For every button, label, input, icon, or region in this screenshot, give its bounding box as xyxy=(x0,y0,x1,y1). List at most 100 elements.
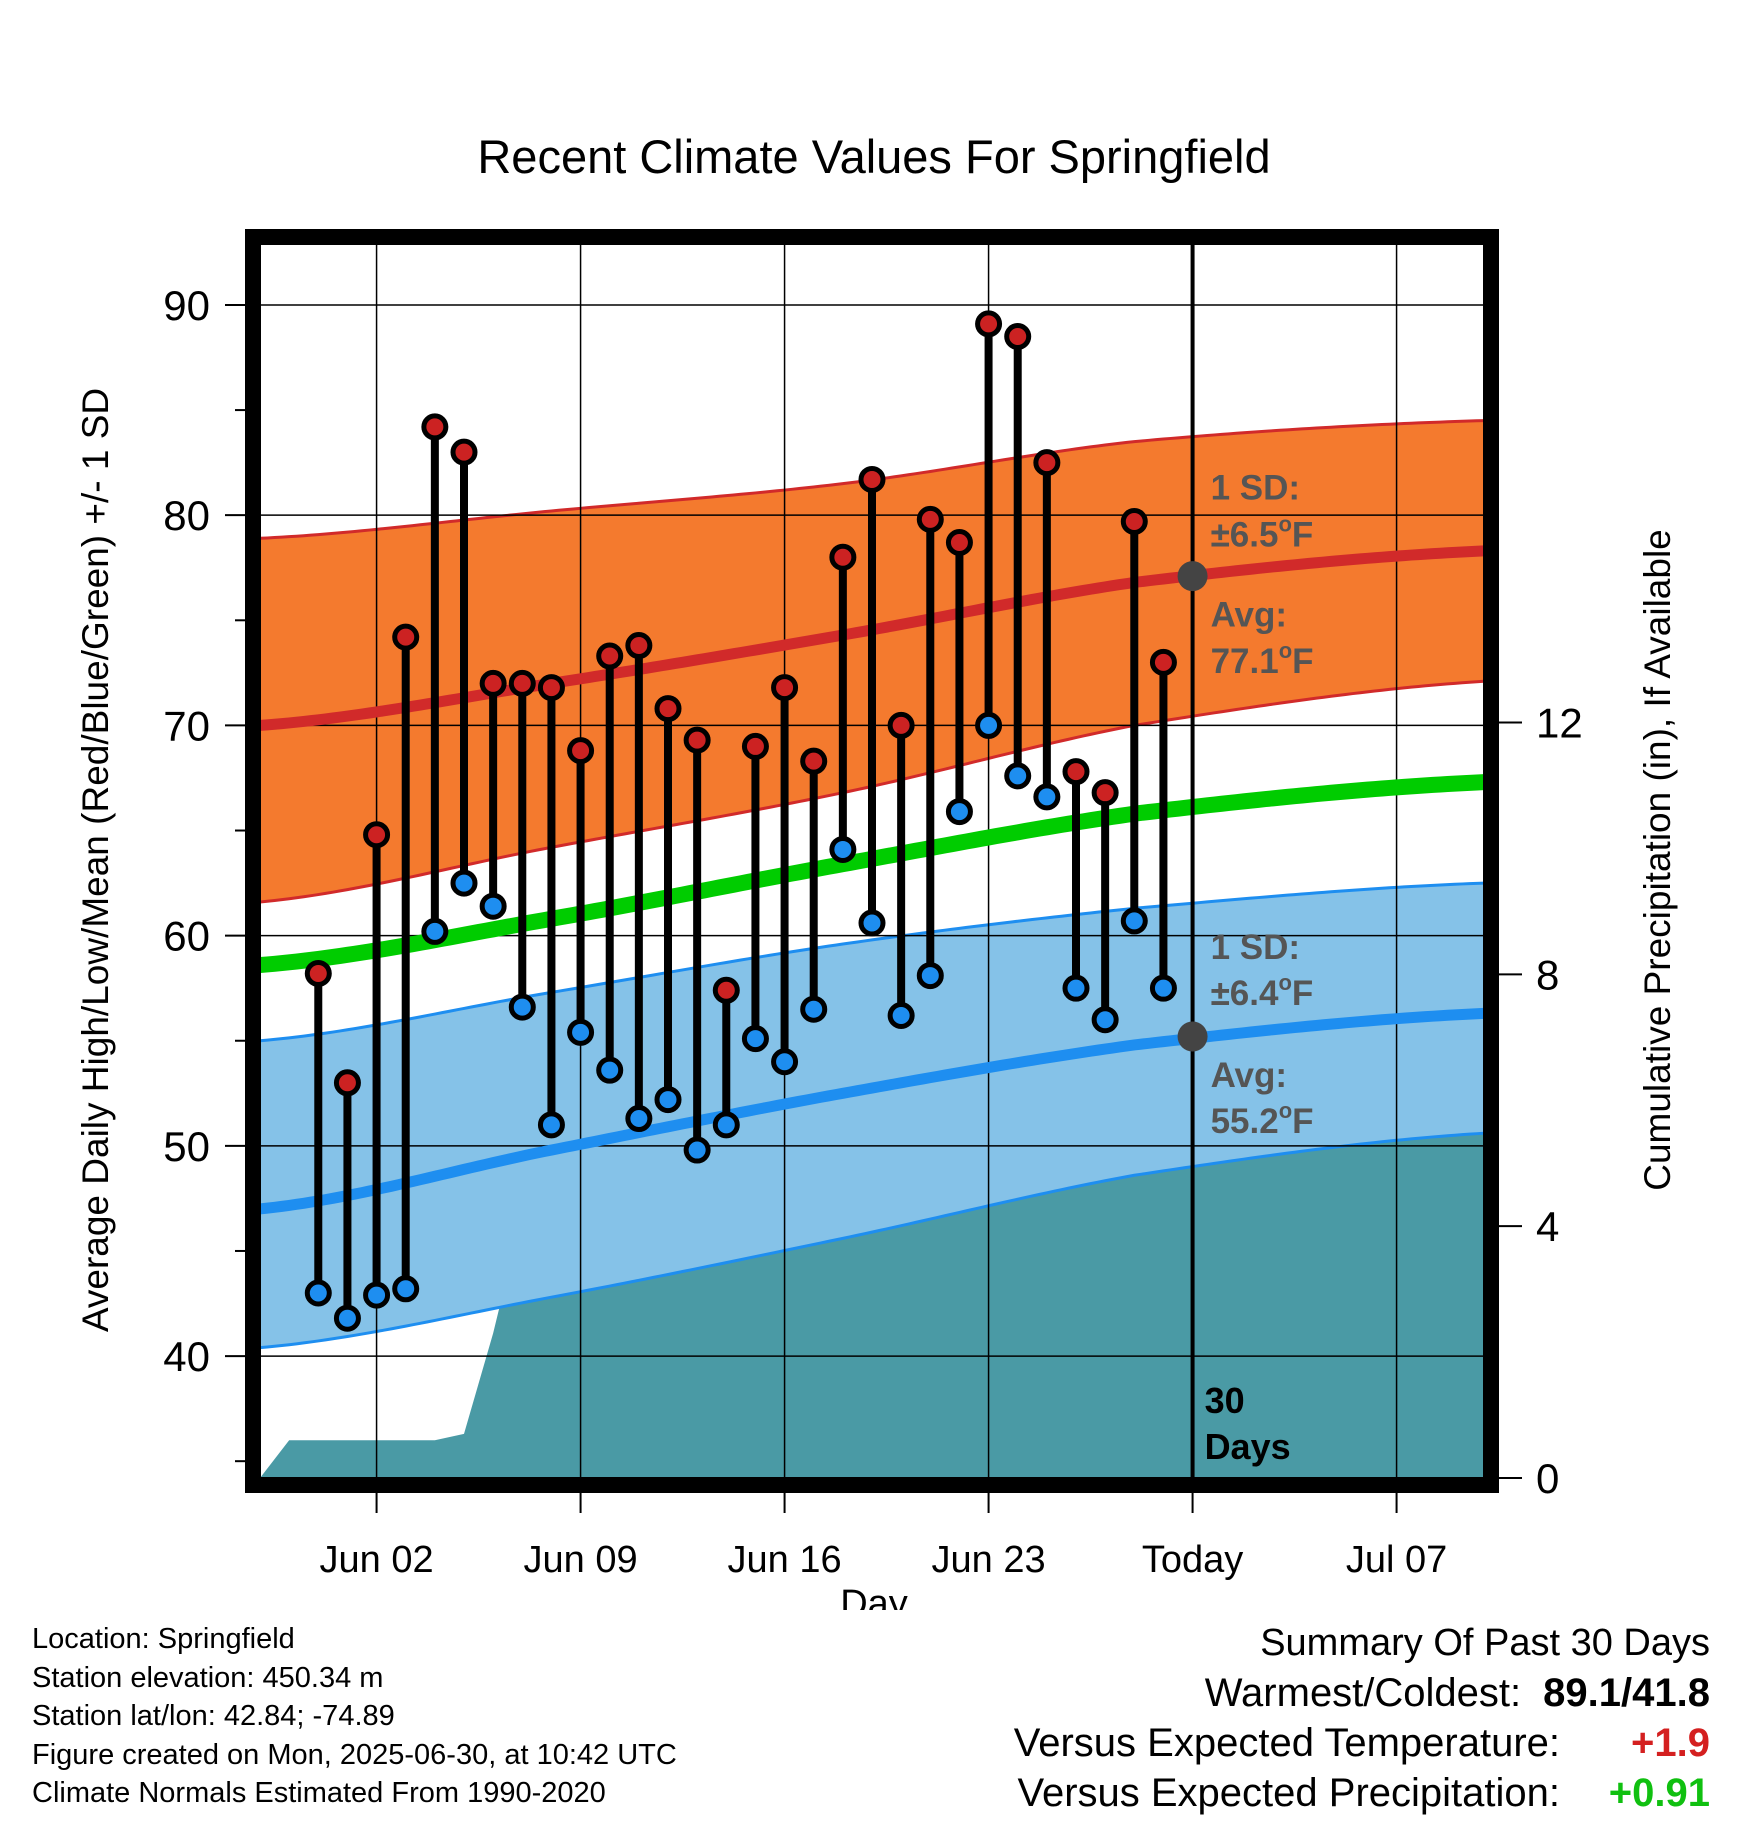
summary-title: Summary Of Past 30 Days xyxy=(1260,1622,1710,1664)
days-label: Days xyxy=(1205,1426,1291,1467)
warmest-coldest-separator: / xyxy=(1621,1671,1633,1715)
daily-low-point xyxy=(304,1279,332,1307)
high-avg-value: 77.1oF xyxy=(1211,638,1314,681)
daily-low-point xyxy=(333,1304,361,1332)
temp-anomaly-label: Versus Expected Temperature: xyxy=(1013,1721,1560,1765)
daily-high-point xyxy=(363,821,391,849)
info-elevation: Station elevation: 450.34 m xyxy=(32,1661,384,1694)
daily-low-point xyxy=(1091,1006,1119,1034)
daily-high-point xyxy=(450,438,478,466)
daily-low-point xyxy=(625,1105,653,1133)
summary-panel: Summary Of Past 30 Days Warmest/Coldest:… xyxy=(1014,1618,1710,1818)
low-avg-label: Avg: xyxy=(1211,1056,1287,1095)
daily-high-point xyxy=(392,623,420,651)
daily-low-point xyxy=(567,1018,595,1046)
daily-low-point xyxy=(916,962,944,990)
daily-high-point xyxy=(1149,648,1177,676)
daily-low-point xyxy=(829,835,857,863)
y2-tick-label: 8 xyxy=(1536,951,1559,998)
daily-high-point xyxy=(771,674,799,702)
daily-low-point xyxy=(683,1136,711,1164)
summary-temperature: Versus Expected Temperature: +1.9 xyxy=(1014,1718,1710,1768)
daily-high-point xyxy=(625,632,653,660)
daily-high-point xyxy=(654,695,682,723)
y-tick-label: 80 xyxy=(163,492,210,539)
daily-high-point xyxy=(304,959,332,987)
today-low-avg-marker xyxy=(1177,1021,1208,1052)
daily-high-point xyxy=(887,711,915,739)
y-axis-label: Average Daily High/Low/Mean (Red/Blue/Gr… xyxy=(75,388,116,1332)
y-tick-label: 40 xyxy=(163,1333,210,1380)
daily-low-point xyxy=(858,909,886,937)
daily-low-point xyxy=(392,1275,420,1303)
days-count: 30 xyxy=(1205,1380,1245,1421)
daily-high-point xyxy=(421,413,449,441)
daily-high-point xyxy=(596,642,624,670)
daily-low-point xyxy=(800,995,828,1023)
low-sd-band xyxy=(260,883,1484,1348)
daily-low-point xyxy=(421,917,449,945)
daily-high-point xyxy=(916,505,944,533)
high-sd-value: ±6.5oF xyxy=(1211,512,1314,555)
daily-high-point xyxy=(537,674,565,702)
y2-axis-label: Cumulative Precipitation (in), If Availa… xyxy=(1637,529,1678,1191)
y-tick-label: 60 xyxy=(163,913,210,960)
low-sd-value: ±6.4oF xyxy=(1211,970,1314,1013)
daily-high-point xyxy=(945,529,973,557)
daily-low-point xyxy=(537,1111,565,1139)
daily-low-point xyxy=(1149,974,1177,1002)
warmest-coldest-label: Warmest/Coldest: xyxy=(1204,1671,1522,1715)
daily-high-point xyxy=(858,465,886,493)
high-avg-label: Avg: xyxy=(1211,596,1287,635)
daily-low-point xyxy=(1062,974,1090,1002)
x-tick-label: Jun 23 xyxy=(932,1539,1046,1581)
climate-chart: Recent Climate Values For Springfield 1 … xyxy=(75,130,1678,1610)
y-tick-label: 70 xyxy=(163,702,210,749)
temp-anomaly-value: +1.9 xyxy=(1631,1721,1710,1765)
daily-high-point xyxy=(1091,779,1119,807)
summary-warmest-coldest: Warmest/Coldest: 89.1/41.8 xyxy=(1014,1668,1710,1718)
daily-high-point xyxy=(567,737,595,765)
daily-low-point xyxy=(975,711,1003,739)
low-sd-upper-line xyxy=(260,881,1484,1043)
y2-tick-label: 12 xyxy=(1536,699,1583,746)
y2-tick-label: 4 xyxy=(1536,1203,1559,1250)
daily-high-point xyxy=(683,726,711,754)
daily-low-point xyxy=(945,798,973,826)
daily-high-point xyxy=(1033,449,1061,477)
plot-area xyxy=(260,244,1484,1478)
low-avg-value: 55.2oF xyxy=(1211,1098,1314,1141)
daily-low-point xyxy=(712,1111,740,1139)
x-tick-label: Today xyxy=(1142,1539,1243,1581)
station-info: Location: Springfield Station elevation:… xyxy=(32,1620,677,1813)
coldest-value: 41.8 xyxy=(1632,1671,1710,1715)
daily-high-point xyxy=(975,310,1003,338)
daily-low-point xyxy=(1004,762,1032,790)
daily-high-point xyxy=(1120,507,1148,535)
daily-low-point xyxy=(654,1086,682,1114)
chart-title: Recent Climate Values For Springfield xyxy=(477,130,1270,183)
daily-low-point xyxy=(1033,783,1061,811)
daily-low-point xyxy=(363,1281,391,1309)
daily-high-point xyxy=(479,669,507,697)
daily-low-point xyxy=(479,892,507,920)
low-avg-line xyxy=(260,1007,1484,1215)
daily-high-point xyxy=(1004,322,1032,350)
daily-low-point xyxy=(741,1025,769,1053)
daily-low-point xyxy=(450,869,478,897)
high-sd-label: 1 SD: xyxy=(1211,468,1300,507)
x-tick-label: Jun 16 xyxy=(728,1539,842,1581)
daily-low-point xyxy=(887,1002,915,1030)
precip-anomaly-label: Versus Expected Precipitation: xyxy=(1017,1771,1560,1815)
daily-low-point xyxy=(508,993,536,1021)
daily-low-point xyxy=(1120,907,1148,935)
daily-high-point xyxy=(829,543,857,571)
precip-anomaly-value: +0.91 xyxy=(1608,1771,1710,1815)
summary-precipitation: Versus Expected Precipitation: +0.91 xyxy=(1014,1768,1710,1818)
info-created: Figure created on Mon, 2025-06-30, at 10… xyxy=(32,1738,677,1771)
low-sd-lower-line xyxy=(260,1131,1484,1350)
daily-low-point xyxy=(771,1048,799,1076)
info-location: Location: Springfield xyxy=(32,1623,295,1655)
daily-low-point xyxy=(596,1056,624,1084)
daily-high-point xyxy=(1062,758,1090,786)
